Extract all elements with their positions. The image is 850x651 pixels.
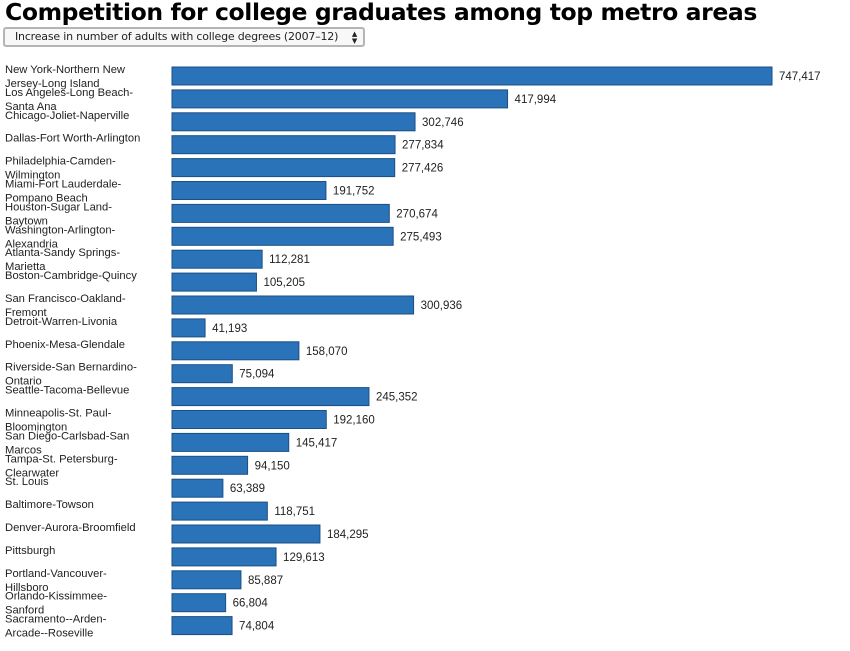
bar[interactable] (171, 410, 327, 429)
category-label: Baytown (5, 215, 48, 227)
category-label: Philadelphia-Camden- (5, 156, 116, 168)
category-label: San Francisco-Oakland- (5, 293, 126, 305)
bar[interactable] (171, 455, 249, 475)
bar[interactable] (171, 112, 416, 132)
category-label: Phoenix-Mesa-Glendale (5, 339, 125, 351)
value-label: 118,751 (274, 506, 315, 518)
value-label: 277,834 (402, 140, 444, 152)
category-label: St. Louis (5, 476, 49, 488)
value-label: 300,936 (421, 300, 463, 312)
category-label: Tampa-St. Petersburg- (5, 453, 118, 465)
category-label: Portland-Vancouver- (5, 568, 107, 580)
metric-select-value: Increase in number of adults with colleg… (15, 30, 339, 43)
category-label: Boston-Cambridge-Quincy (5, 270, 137, 282)
metric-select[interactable]: Increase in number of adults with colleg… (3, 27, 365, 47)
bar[interactable] (171, 501, 268, 521)
bar[interactable] (171, 341, 300, 361)
category-label: Orlando-Kissimmee- (5, 591, 107, 603)
category-label: Marietta (5, 261, 46, 273)
bar[interactable] (171, 89, 509, 109)
category-label: Baltimore-Towson (5, 499, 94, 511)
category-label: Washington-Arlington- (5, 224, 116, 236)
updown-arrows-icon: ▲ ▼ (351, 30, 357, 45)
bar[interactable] (171, 203, 390, 223)
category-label: Chicago-Joliet-Naperville (5, 110, 129, 122)
bar[interactable] (171, 135, 396, 155)
category-label: Santa Ana (5, 101, 57, 113)
bar[interactable] (171, 387, 370, 407)
category-label: Bloomington (5, 422, 67, 434)
value-label: 63,389 (230, 483, 265, 495)
category-label: Dallas-Fort Worth-Arlington (5, 133, 140, 145)
bar[interactable] (171, 593, 227, 613)
bar[interactable] (171, 524, 321, 544)
category-label: Minneapolis-St. Paul- (5, 408, 112, 420)
value-label: 191,752 (333, 186, 375, 198)
value-label: 85,887 (248, 575, 283, 587)
category-label: Wilmington (5, 170, 60, 182)
value-label: 245,352 (376, 392, 418, 404)
bar[interactable] (171, 272, 257, 292)
bar[interactable] (171, 616, 233, 636)
chart-title: Competition for college graduates among … (5, 0, 757, 26)
bar[interactable] (171, 570, 242, 590)
value-label: 277,426 (402, 163, 444, 175)
bar[interactable] (171, 295, 415, 315)
category-label: Sacramento--Arden- (5, 614, 107, 626)
category-label: Riverside-San Bernardino- (5, 362, 137, 374)
value-label: 184,295 (327, 529, 369, 541)
value-label: 112,281 (269, 254, 310, 266)
category-label: Detroit-Warren-Livonia (5, 316, 118, 328)
bar[interactable] (171, 478, 224, 498)
category-label: Pittsburgh (5, 545, 55, 557)
value-label: 417,994 (515, 94, 557, 106)
category-label: Atlanta-Sandy Springs- (5, 247, 120, 259)
value-label: 129,613 (283, 552, 325, 564)
bar[interactable] (171, 158, 396, 178)
category-label: Houston-Sugar Land- (5, 201, 112, 213)
category-label: Sanford (5, 605, 44, 617)
category-label: Miami-Fort Lauderdale- (5, 179, 122, 191)
category-label: Hillsboro (5, 582, 49, 594)
bar[interactable] (171, 181, 327, 200)
category-label: Jersey-Long Island (5, 78, 100, 90)
bar[interactable] (171, 547, 277, 567)
bar[interactable] (171, 249, 263, 269)
value-label: 747,417 (779, 71, 821, 83)
bar[interactable] (171, 66, 773, 86)
value-label: 145,417 (296, 437, 338, 449)
category-label: Los Angeles-Long Beach- (5, 87, 133, 99)
value-label: 275,493 (400, 231, 442, 243)
category-label: Clearwater (5, 467, 59, 479)
bar[interactable] (171, 318, 206, 338)
category-label: Alexandria (5, 238, 59, 250)
value-label: 158,070 (306, 346, 348, 358)
value-label: 75,094 (239, 369, 275, 381)
bar[interactable] (171, 226, 394, 246)
value-label: 270,674 (396, 208, 438, 220)
category-label: New York-Northern New (5, 64, 126, 76)
value-label: 41,193 (212, 323, 247, 335)
category-label: Denver-Aurora-Broomfield (5, 522, 136, 534)
category-label: San Diego-Carlsbad-San (5, 430, 129, 442)
value-label: 74,804 (239, 621, 275, 633)
bar[interactable] (171, 364, 233, 384)
value-label: 192,160 (333, 415, 375, 427)
value-label: 94,150 (255, 460, 290, 472)
category-label: Ontario (5, 376, 42, 388)
value-label: 66,804 (233, 598, 269, 610)
category-label: Arcade--Roseville (5, 628, 93, 640)
value-label: 105,205 (263, 277, 305, 289)
category-label: Pompano Beach (5, 193, 88, 205)
category-label: Fremont (5, 307, 48, 319)
value-label: 302,746 (422, 117, 464, 129)
bar[interactable] (171, 432, 290, 452)
category-label: Seattle-Tacoma-Bellevue (5, 385, 129, 397)
category-label: Marcos (5, 444, 42, 456)
